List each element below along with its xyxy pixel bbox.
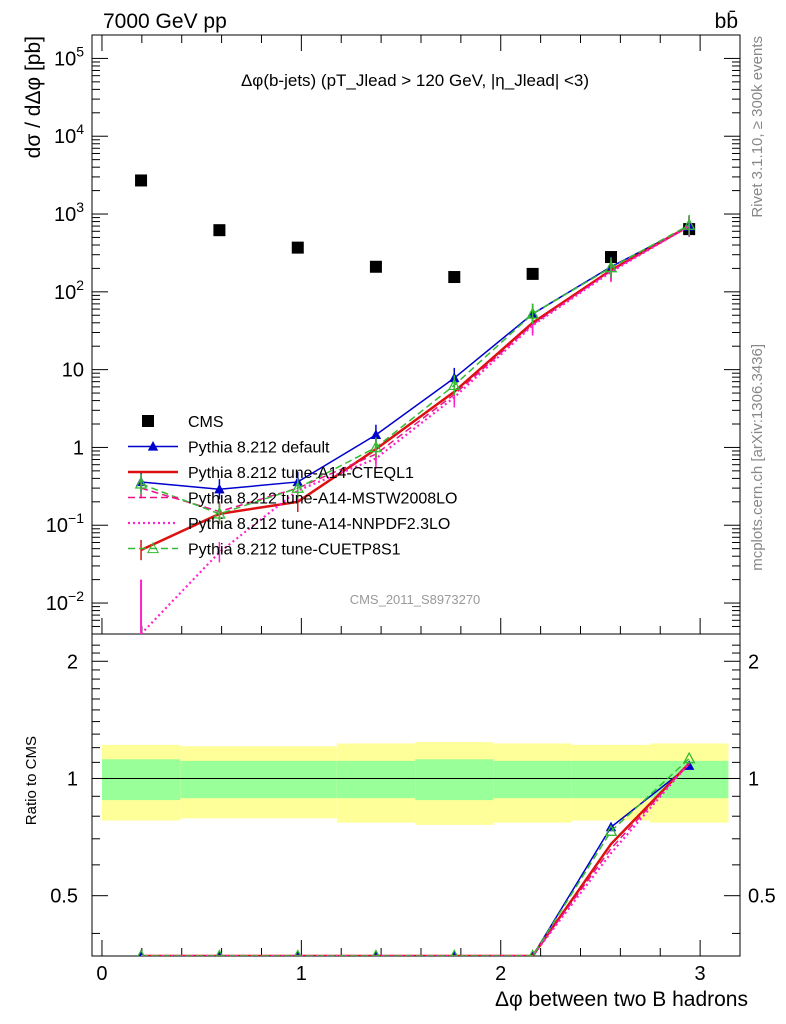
ratio-band-inner xyxy=(493,760,572,799)
marker-open-triangle xyxy=(134,477,148,489)
y-tick-label: 10 xyxy=(62,360,84,382)
marker-open-triangle xyxy=(526,307,539,319)
x-tick-label: 0 xyxy=(96,963,107,985)
legend-label: Pythia 8.212 tune-A14-MSTW2008LO xyxy=(188,491,457,508)
legend-marker-cms xyxy=(142,415,154,427)
ratio-marker-triangle xyxy=(451,950,458,956)
legend-label: Pythia 8.212 tune-CUETP8S1 xyxy=(188,542,401,559)
ratio-series-line xyxy=(141,765,690,956)
legend-label: Pythia 8.212 default xyxy=(188,440,330,457)
marker-triangle xyxy=(370,429,382,440)
series-line xyxy=(140,225,690,513)
ratio-marker-triangle xyxy=(372,950,379,956)
side-label-bottom: mcplots.cern.ch [arXiv:1306.3436] xyxy=(749,344,766,571)
ratio-marker-open-triangle xyxy=(604,824,618,836)
ratio-tick-label-right: 1 xyxy=(748,768,759,790)
header-left: 7000 GeV pp xyxy=(103,10,227,33)
ratio-band-inner xyxy=(258,760,337,799)
ratio-marker-triangle xyxy=(294,950,301,956)
y-tick-label: 105 xyxy=(54,43,84,70)
y-tick-label: 102 xyxy=(54,277,84,304)
side-label-top: Rivet 3.1.10, ≥ 300k events xyxy=(749,36,766,218)
ratio-y-axis-label: Ratio to CMS xyxy=(23,736,40,825)
marker-open-triangle xyxy=(291,481,305,493)
chart-title: Δφ(b-jets) (pT_Jlead > 120 GeV, |η_Jlead… xyxy=(241,71,589,90)
ratio-band-inner xyxy=(571,760,651,799)
marker-open-triangle xyxy=(369,440,383,453)
ratio-tick-label-right: 2 xyxy=(748,651,759,673)
y-tick-label: 103 xyxy=(54,199,84,226)
ratio-series-line xyxy=(141,762,691,956)
x-tick-label: 3 xyxy=(695,963,706,985)
marker-open-triangle xyxy=(682,218,696,230)
cms-point xyxy=(369,260,382,273)
series-line xyxy=(140,224,690,552)
ratio-marker-open-triangle xyxy=(294,949,302,956)
ratio-marker-open-triangle xyxy=(372,949,380,956)
ratio-tick-label-right: 0.5 xyxy=(748,886,776,908)
ratio-band-inner xyxy=(415,759,494,801)
ratio-tick-label-left: 0.5 xyxy=(50,886,78,908)
ratio-tick-label-left: 1 xyxy=(67,768,78,790)
marker-open-triangle xyxy=(213,507,226,519)
legend-marker xyxy=(146,541,160,554)
legend-label: Pythia 8.212 tune-A14-NNPDF2.3LO xyxy=(188,516,450,533)
y-tick-label: 10−2 xyxy=(46,588,84,615)
ratio-series xyxy=(137,751,696,956)
legend-label: CMS xyxy=(188,414,224,431)
data-series xyxy=(134,174,696,634)
y-tick-label: 1 xyxy=(73,437,84,459)
ratio-band-inner xyxy=(336,760,416,799)
legend-label: Pythia 8.212 tune-A14-CTEQL1 xyxy=(188,465,414,482)
marker-triangle xyxy=(214,483,225,494)
ratio-band-inner xyxy=(180,760,259,799)
ratio-marker-open-triangle xyxy=(450,949,459,956)
cms-point xyxy=(526,267,539,280)
marker-open-triangle xyxy=(604,260,618,273)
ratio-marker-triangle xyxy=(216,950,223,956)
watermark: CMS_2011_S8973270 xyxy=(350,592,481,607)
header-right: bb̄ xyxy=(715,10,738,33)
cms-point xyxy=(135,174,148,187)
axis-ticks: 0 1 2 3 10−2 10−1 1 10 102 103 104 105 0.5 0.5 1 1 2 2 xyxy=(46,34,776,985)
marker-open-triangle xyxy=(447,378,461,391)
ratio-marker-open-triangle xyxy=(528,949,537,956)
x-tick-label: 1 xyxy=(296,963,307,985)
y-axis-label: dσ / dΔφ [pb] xyxy=(22,36,45,158)
ratio-marker-triangle xyxy=(138,950,145,956)
y-tick-label: 104 xyxy=(54,121,84,148)
ratio-tick-label-left: 2 xyxy=(67,651,78,673)
y-tick-label: 10−1 xyxy=(46,510,84,537)
ratio-marker-open-triangle xyxy=(137,949,145,956)
x-axis-label: Δφ between two B hadrons xyxy=(495,988,748,1011)
x-tick-label: 2 xyxy=(495,963,506,985)
cms-point xyxy=(213,224,226,237)
ratio-marker-open-triangle xyxy=(215,949,224,956)
ratio-marker-open-triangle xyxy=(682,751,696,764)
ratio-band-inner xyxy=(101,759,181,801)
cms-point xyxy=(291,241,304,254)
legend-marker xyxy=(147,441,159,451)
series-line xyxy=(140,225,690,491)
legend: CMS Pythia 8.212 default Pythia 8.212 tune… xyxy=(128,414,457,559)
cms-point xyxy=(448,271,461,284)
